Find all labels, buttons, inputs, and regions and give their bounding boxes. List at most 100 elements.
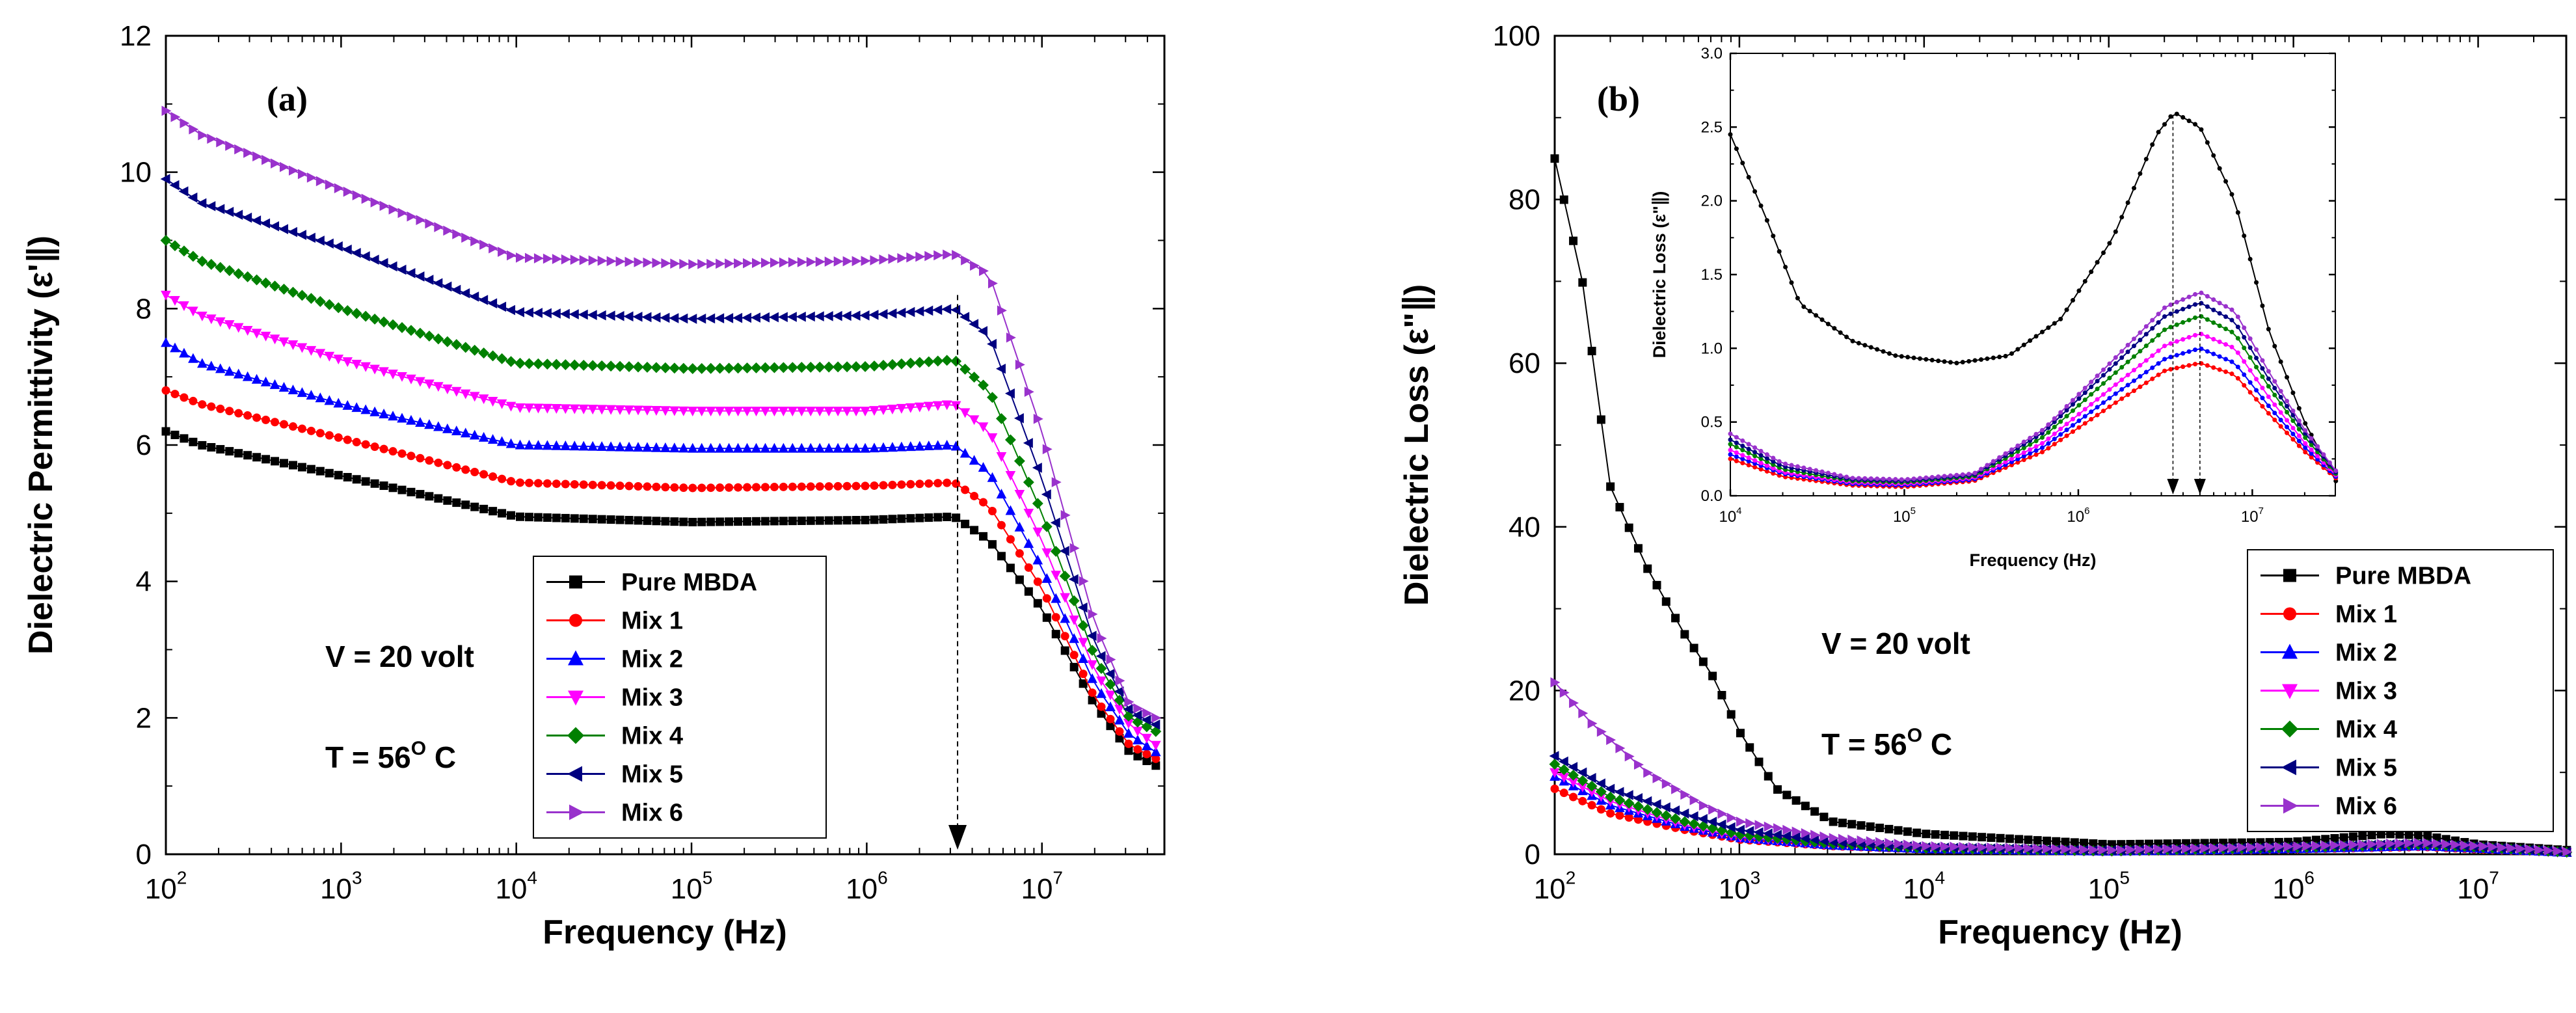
inset-point-mix-6 bbox=[1960, 472, 1965, 477]
chart-a-point-pure-mbda bbox=[634, 516, 643, 525]
chart-a-point-mix-1 bbox=[370, 442, 379, 452]
inset-point-mix-5 bbox=[2285, 403, 2290, 409]
chart-a-x-tick-base: 10 bbox=[846, 873, 878, 905]
chart-a-point-mix-3 bbox=[1051, 571, 1062, 581]
chart-a-point-mix-4 bbox=[550, 358, 562, 370]
chart-a-point-pure-mbda bbox=[933, 513, 943, 522]
inset-point-mix-6 bbox=[1862, 476, 1868, 481]
chart-a-point-mix-3 bbox=[324, 351, 335, 362]
chart-a-point-mix-6 bbox=[297, 169, 308, 180]
inset-point-mix-6 bbox=[2064, 403, 2069, 409]
inset-point-mix-1 bbox=[2223, 369, 2229, 374]
chart-a-point-mix-3 bbox=[996, 452, 1007, 462]
chart-a-point-mix-1 bbox=[1079, 669, 1088, 679]
inset-point-mix-6 bbox=[2082, 385, 2087, 390]
chart-b-point-pure-mbda bbox=[1987, 833, 1996, 842]
chart-b-point-mix-6 bbox=[1922, 841, 1932, 852]
chart-a-point-mix-5 bbox=[777, 312, 788, 323]
chart-a-point-mix-5 bbox=[714, 313, 725, 324]
inset-point-mix-6 bbox=[2052, 416, 2057, 421]
chart-a-point-mix-1 bbox=[924, 479, 933, 488]
chart-a-point-mix-1 bbox=[361, 440, 370, 449]
chart-b-point-pure-mbda bbox=[2358, 831, 2367, 841]
inset-point-mix-5 bbox=[2223, 314, 2229, 319]
chart-a-point-mix-2 bbox=[288, 385, 299, 395]
chart-a-point-mix-3 bbox=[460, 389, 471, 399]
chart-a-point-pure-mbda bbox=[524, 513, 533, 522]
chart-a-point-mix-2 bbox=[597, 441, 607, 452]
inset-y-tick-label: 3.0 bbox=[1701, 45, 1723, 62]
chart-a-point-mix-6 bbox=[207, 133, 217, 144]
chart-b-legend-marker bbox=[2283, 798, 2298, 814]
chart-a-point-mix-1 bbox=[280, 420, 289, 429]
chart-b-x-tick-base: 10 bbox=[2272, 873, 2304, 905]
chart-b-point-mix-6 bbox=[2423, 838, 2434, 848]
chart-b-point-mix-6 bbox=[2553, 846, 2563, 857]
inset-point-mix-6 bbox=[2199, 290, 2204, 295]
inset-point-mix-6 bbox=[2260, 358, 2265, 363]
chart-b-point-mix-5 bbox=[1781, 831, 1791, 841]
inset-series-group bbox=[1728, 111, 2339, 489]
chart-b-point-pure-mbda bbox=[2367, 830, 2376, 839]
chart-a-point-mix-3 bbox=[397, 371, 407, 382]
inset-point-mix-2 bbox=[2039, 445, 2045, 450]
chart-a-point-mix-5 bbox=[841, 310, 852, 321]
chart-a-point-pure-mbda bbox=[397, 485, 407, 494]
inset-point-mix-5 bbox=[2254, 355, 2259, 360]
chart-a-point-mix-6 bbox=[216, 137, 226, 148]
chart-a-point-mix-1 bbox=[615, 481, 624, 491]
inset-point-mix-3 bbox=[2254, 377, 2259, 382]
chart-a-point-mix-2 bbox=[215, 363, 226, 373]
chart-a-point-mix-2 bbox=[505, 438, 517, 448]
chart-a-point-mix-2 bbox=[388, 411, 398, 421]
chart-b-legend-marker bbox=[2282, 684, 2298, 699]
chart-b-point-mix-6 bbox=[1615, 743, 1626, 753]
chart-b-legend-label: Mix 3 bbox=[2335, 678, 2397, 705]
inset-point-mix-5 bbox=[2138, 338, 2143, 343]
chart-b-temperature-sup: O bbox=[1907, 725, 1922, 746]
inset-point-mix-2 bbox=[1746, 459, 1751, 464]
inset-point-mix-4 bbox=[1746, 450, 1751, 455]
chart-b-point-pure-mbda bbox=[1978, 833, 1987, 842]
chart-a-point-pure-mbda bbox=[997, 552, 1006, 561]
inset-point-pure-mbda bbox=[1764, 218, 1769, 223]
inset-point-mix-5 bbox=[2180, 306, 2186, 312]
chart-a-point-mix-4 bbox=[187, 250, 199, 262]
chart-a-point-mix-6 bbox=[180, 118, 190, 129]
inset-point-mix-4 bbox=[2156, 332, 2161, 338]
chart-a-point-mix-5 bbox=[251, 215, 262, 226]
chart-b-point-mix-6 bbox=[1569, 697, 1579, 709]
chart-a-point-mix-1 bbox=[170, 390, 180, 399]
chart-a-point-mix-5 bbox=[478, 295, 489, 305]
inset-point-mix-3 bbox=[1746, 455, 1751, 461]
inset-point-mix-4 bbox=[2058, 419, 2063, 424]
chart-a-point-mix-6 bbox=[806, 256, 816, 267]
inset-point-mix-6 bbox=[1771, 455, 1776, 461]
chart-a-x-tick-base: 10 bbox=[320, 873, 352, 905]
chart-a-point-mix-2 bbox=[360, 404, 371, 414]
chart-a-point-mix-5 bbox=[1114, 686, 1124, 697]
chart-b-y-tick-label: 20 bbox=[1509, 675, 1540, 707]
inset-point-mix-1 bbox=[2266, 411, 2271, 416]
chart-a-point-mix-2 bbox=[1096, 688, 1107, 698]
chart-a-point-mix-4 bbox=[1105, 679, 1116, 690]
chart-a-point-mix-4 bbox=[260, 277, 272, 289]
chart-a-point-mix-5 bbox=[414, 271, 425, 282]
chart-b-point-mix-6 bbox=[1587, 718, 1598, 729]
inset-point-mix-2 bbox=[2143, 370, 2149, 375]
chart-a-point-mix-3 bbox=[1078, 638, 1088, 648]
chart-a-point-pure-mbda bbox=[252, 453, 262, 462]
chart-a-point-pure-mbda bbox=[352, 475, 361, 484]
chart-a-legend-label: Mix 1 bbox=[621, 608, 683, 635]
chart-a-point-mix-3 bbox=[487, 397, 498, 407]
chart-b-legend-marker bbox=[2283, 569, 2296, 582]
chart-a-point-mix-1 bbox=[425, 456, 434, 465]
chart-a-point-mix-4 bbox=[805, 361, 816, 373]
inset-point-pure-mbda bbox=[2143, 157, 2149, 162]
chart-a-point-mix-3 bbox=[551, 404, 562, 414]
inset-point-mix-6 bbox=[2229, 307, 2234, 312]
chart-b-point-mix-6 bbox=[2404, 838, 2415, 848]
chart-b-point-pure-mbda bbox=[2423, 831, 2432, 841]
inset-point-mix-3 bbox=[1734, 450, 1739, 455]
inset-point-mix-3 bbox=[2303, 441, 2308, 446]
